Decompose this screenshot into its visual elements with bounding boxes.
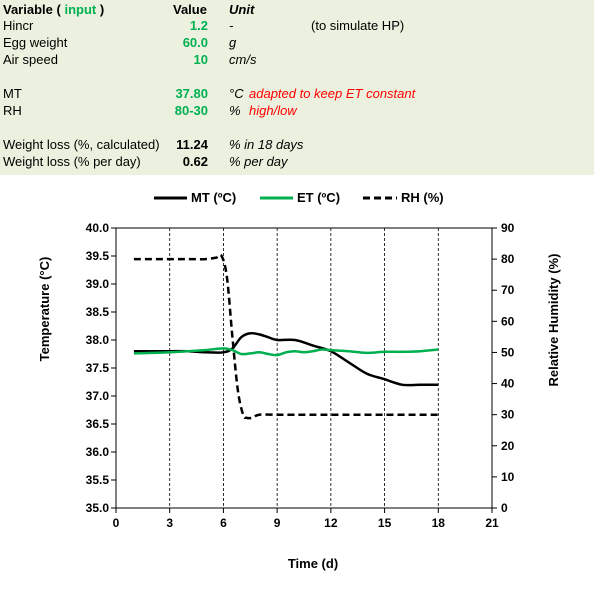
legend-mt-label: MT (ºC) <box>191 190 236 205</box>
x-axis-title: Time (d) <box>288 556 338 571</box>
row-unit: cm/s <box>229 52 257 67</box>
row-value: 10 <box>193 52 208 67</box>
y2-tick-label: 90 <box>501 221 515 235</box>
legend-item-mt: MT (ºC) <box>154 190 236 205</box>
y2-tick-label: 20 <box>501 439 515 453</box>
plot-frame <box>115 227 493 509</box>
row-label: RH <box>3 103 22 118</box>
series-line-et <box>133 347 439 357</box>
row-note: (to simulate HP) <box>311 18 405 33</box>
row-note: adapted to keep ET constant <box>249 86 416 101</box>
row-label: MT <box>3 86 22 101</box>
y2-tick-label: 10 <box>501 470 515 484</box>
series-line-rh <box>133 253 439 420</box>
row-value: 37.80 <box>175 86 208 101</box>
row-unit: - <box>229 18 234 33</box>
row-note: high/low <box>249 103 297 118</box>
x-tick-label: 21 <box>485 516 499 530</box>
x-tick-label: 9 <box>274 516 281 530</box>
variable-header-label: Variable <box>3 2 53 17</box>
y-tick-label: 40.0 <box>86 221 110 235</box>
row-label: Weight loss (% per day) <box>3 154 141 169</box>
value-header: Value <box>173 2 207 17</box>
row-label: Air speed <box>3 52 58 67</box>
y-axis-title: Temperature (°C) <box>37 257 52 362</box>
y-tick-label: 38.0 <box>86 333 110 347</box>
y2-tick-label: 80 <box>501 252 515 266</box>
y-tick-label: 36.0 <box>86 445 110 459</box>
y-tick-label: 39.0 <box>86 277 110 291</box>
x-tick-label: 15 <box>378 516 392 530</box>
y-tick-label: 37.5 <box>86 361 110 375</box>
row-label: Hincr <box>3 18 34 33</box>
row-value: 11.24 <box>176 137 208 152</box>
y-tick-label: 35.0 <box>86 501 110 515</box>
row-unit: % in 18 days <box>229 137 304 152</box>
row-value: 0.62 <box>182 154 208 169</box>
y2-tick-label: 70 <box>501 283 515 297</box>
row-unit: g <box>229 35 237 50</box>
legend-et-label: ET (ºC) <box>297 190 340 205</box>
y2-tick-label: 50 <box>501 345 515 359</box>
y2-tick-label: 0 <box>501 501 508 515</box>
parameter-table: Variable ( input ) Value Unit Hincr 1.2 - (… <box>0 0 594 175</box>
row-unit: % per day <box>229 154 288 169</box>
row-value: 80-30 <box>174 103 208 118</box>
row-unit: % <box>229 103 241 118</box>
y-tick-label: 39.5 <box>86 249 110 263</box>
input-paren-close: ) <box>99 2 105 17</box>
legend-svg: MT (ºC) ET (ºC) RH (%) <box>154 190 444 205</box>
row-value: 60.0 <box>182 35 208 50</box>
row-value: 1.2 <box>189 18 208 33</box>
input-header-label: input <box>64 2 97 17</box>
x-tick-label: 3 <box>166 516 173 530</box>
x-tick-label: 6 <box>220 516 227 530</box>
y-tick-label: 36.5 <box>86 417 110 431</box>
legend-rh-label: RH (%) <box>401 190 444 205</box>
chart-legend: MT (ºC) ET (ºC) RH (%) <box>0 186 594 208</box>
variable-header: Variable ( input ) <box>3 2 104 18</box>
legend-item-et: ET (ºC) <box>260 190 340 205</box>
y-tick-label: 35.5 <box>86 473 110 487</box>
x-tick-label: 0 <box>113 516 120 530</box>
y2-tick-label: 30 <box>501 408 515 422</box>
unit-header: Unit <box>229 2 255 17</box>
y-tick-label: 37.0 <box>86 389 110 403</box>
x-tick-label: 18 <box>432 516 446 530</box>
input-paren-open: ( <box>56 2 61 17</box>
series-line-mt <box>133 331 439 387</box>
y2-tick-label: 60 <box>501 314 515 328</box>
x-tick-label: 12 <box>324 516 338 530</box>
row-label: Weight loss (%, calculated) <box>3 137 160 152</box>
y2-tick-label: 40 <box>501 377 515 391</box>
row-unit: °C <box>229 86 244 101</box>
legend-item-rh: RH (%) <box>363 190 444 205</box>
y-tick-label: 38.5 <box>86 305 110 319</box>
y2-axis-title: Relative Humidity (%) <box>546 254 561 387</box>
row-label: Egg weight <box>3 35 68 50</box>
